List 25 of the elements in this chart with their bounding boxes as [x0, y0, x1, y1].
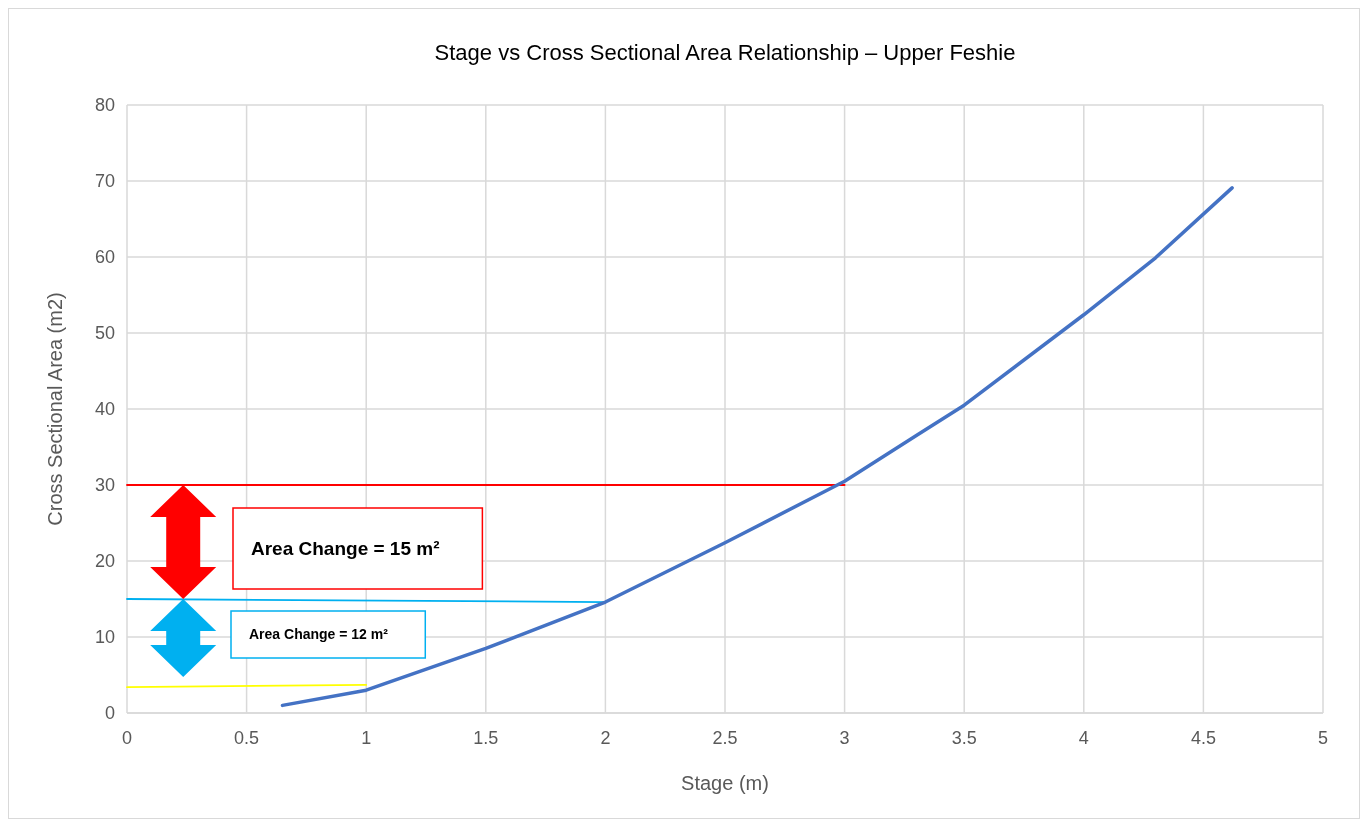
x-tick-label: 4	[1078, 728, 1089, 748]
annotation: Area Change = 15 m²	[251, 538, 440, 560]
x-tick-label: 3	[839, 728, 850, 748]
y-tick-label: 80	[94, 95, 115, 115]
chart-title: Stage vs Cross Sectional Area Relationship – Upper Feshie	[434, 40, 1016, 65]
x-tick-label: 2	[600, 728, 611, 748]
y-tick-label: 60	[94, 247, 115, 267]
x-tick-label: 0	[121, 728, 133, 748]
y-tick-label: 30	[94, 475, 115, 495]
x-tick-label: 1.5	[473, 728, 499, 748]
y-axis-title: Cross Sectional Area (m2)	[44, 292, 66, 526]
y-tick-label: 70	[94, 171, 115, 191]
x-tick-label: 2.5	[712, 728, 738, 748]
x-tick-label: 0.5	[234, 728, 260, 748]
x-tick-label: 3.5	[951, 728, 977, 748]
x-axis-title: Stage (m)	[681, 772, 769, 794]
x-tick-label: 4.5	[1190, 728, 1216, 748]
x-tick-label: 1	[361, 728, 372, 748]
y-tick-label: 20	[94, 551, 115, 571]
y-tick-label: 40	[94, 399, 115, 419]
x-tick-label: 5	[1317, 728, 1329, 748]
y-tick-label: 0	[104, 703, 115, 723]
y-tick-label: 10	[94, 627, 115, 647]
annotation: Area Change = 12 m²	[249, 626, 389, 643]
y-tick-label: 50	[94, 323, 115, 343]
